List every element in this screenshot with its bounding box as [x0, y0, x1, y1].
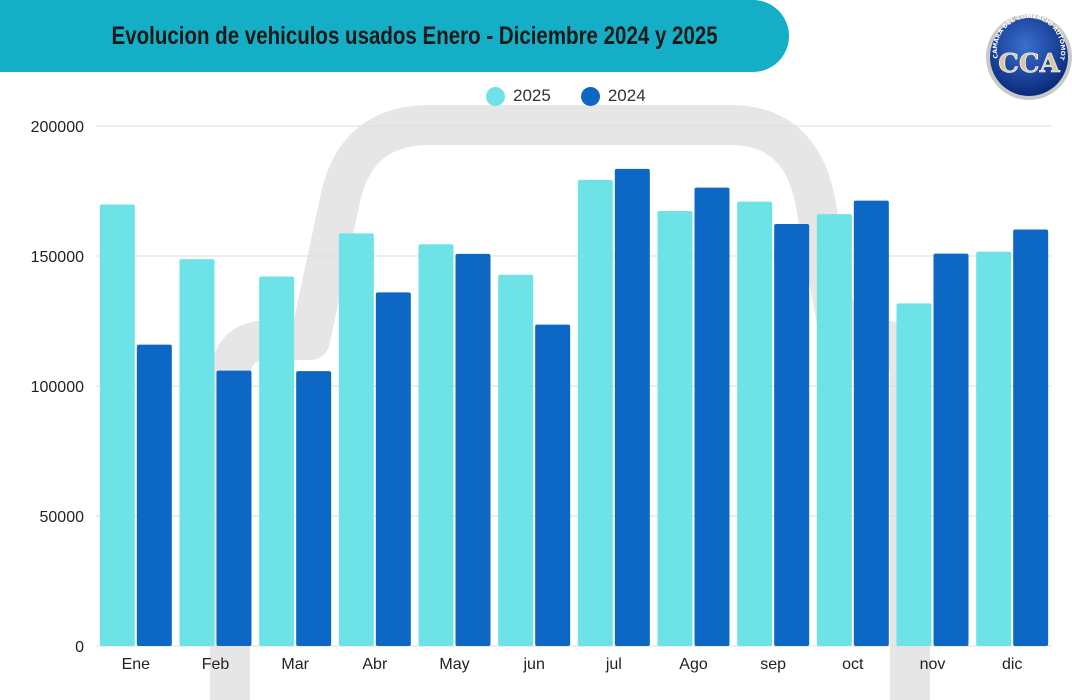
legend-label-2024: 2024	[607, 86, 646, 105]
bar-2025-Ene	[99, 204, 135, 646]
legend-item-2025: 2025	[486, 86, 551, 106]
x-tick-label: Ago	[679, 656, 708, 673]
x-tick-label: Ene	[122, 656, 151, 673]
legend-item-2024: 2024	[580, 86, 646, 106]
legend-swatch-2025	[486, 86, 505, 106]
y-tick-label: 150000	[31, 249, 84, 266]
grid-lines	[96, 125, 1052, 647]
legend-label-2025: 2025	[513, 86, 551, 105]
bar-2025-nov	[896, 303, 932, 646]
bar-2025-May	[418, 244, 454, 647]
cca-logo: CAMARA DEL COMERCIO AUTOMOTOR CCA	[984, 10, 1072, 100]
y-axis-tick-labels: 0 50000 100000 150000 200000	[31, 119, 84, 656]
bar-2025-jun	[498, 274, 534, 646]
bar-2025-Feb	[179, 259, 215, 646]
bar-2024-jun	[535, 324, 571, 646]
chart-title: Evolucion de vehiculos usados Enero - Di…	[111, 21, 718, 50]
bar-2025-sep	[737, 201, 773, 646]
bar-2024-jul	[614, 168, 650, 646]
bar-2025-Mar	[259, 276, 295, 646]
bar-2024-Abr	[375, 292, 411, 646]
y-tick-label: 0	[75, 639, 84, 656]
x-tick-label: Feb	[202, 656, 230, 673]
bar-2024-oct	[853, 200, 889, 646]
bar-2025-dic	[976, 251, 1012, 646]
bar-2024-May	[455, 253, 491, 647]
y-tick-label: 100000	[31, 379, 84, 396]
bar-2025-oct	[816, 214, 852, 646]
x-tick-label: Abr	[362, 656, 388, 673]
x-tick-label: jun	[522, 656, 544, 673]
bar-2024-Feb	[216, 370, 252, 646]
bar-2024-Ene	[136, 344, 172, 646]
x-tick-label: dic	[1002, 656, 1022, 673]
bar-2024-nov	[933, 253, 969, 646]
bar-2025-Ago	[657, 211, 693, 646]
x-tick-label: Mar	[281, 656, 309, 673]
logo-letters: CCA	[998, 49, 1060, 79]
title-banner: Evolucion de vehiculos usados Enero - Di…	[0, 0, 789, 72]
bar-2024-sep	[774, 224, 810, 646]
bar-2024-Ago	[694, 187, 730, 646]
x-axis-tick-labels: Ene Feb Mar Abr May jun jul Ago sep oct nov dic	[122, 656, 1023, 673]
bar-2025-Abr	[338, 233, 374, 646]
x-tick-label: nov	[920, 656, 946, 673]
bar-2024-Mar	[296, 371, 332, 646]
bars	[99, 168, 1049, 647]
legend-swatch-2024	[580, 86, 600, 106]
y-tick-label: 50000	[40, 509, 85, 526]
bar-2024-dic	[1013, 229, 1049, 647]
legend: 2025 2024	[486, 84, 646, 108]
bar-2025-jul	[577, 179, 613, 646]
x-tick-label: May	[439, 656, 469, 673]
y-tick-label: 200000	[31, 119, 84, 136]
x-tick-label: sep	[760, 656, 786, 673]
x-tick-label: jul	[605, 656, 622, 673]
x-tick-label: oct	[842, 656, 864, 673]
